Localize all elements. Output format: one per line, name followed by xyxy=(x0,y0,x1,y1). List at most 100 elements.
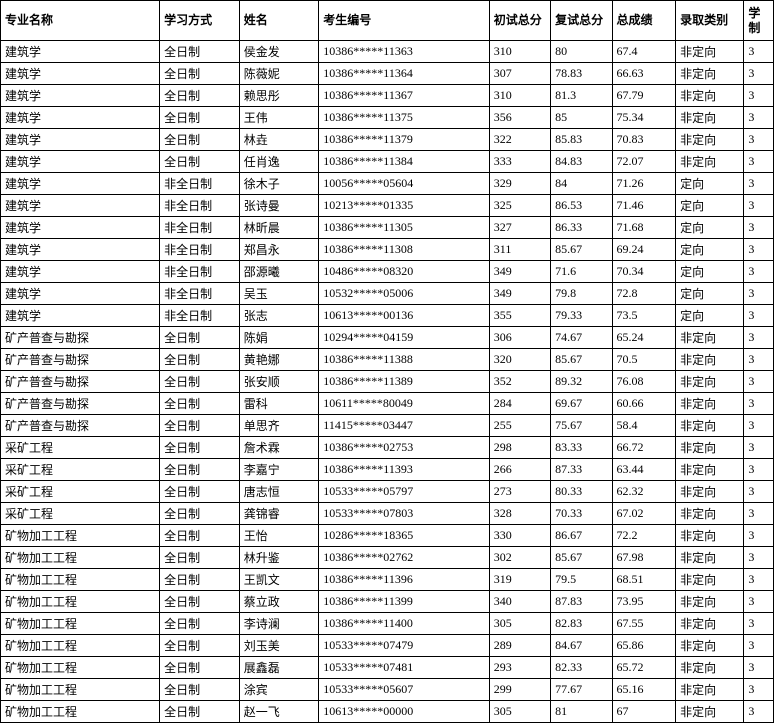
table-cell: 建筑学 xyxy=(1,151,160,173)
table-cell: 266 xyxy=(489,459,550,481)
table-cell: 定向 xyxy=(676,305,744,327)
table-cell: 310 xyxy=(489,41,550,63)
table-cell: 展鑫磊 xyxy=(239,657,319,679)
table-cell: 3 xyxy=(744,327,774,349)
table-cell: 非定向 xyxy=(676,569,744,591)
table-row: 建筑学全日制陈薇妮10386*****1136430778.8366.63非定向… xyxy=(1,63,774,85)
table-cell: 89.32 xyxy=(551,371,612,393)
table-row: 建筑学全日制赖思彤10386*****1136731081.367.79非定向3 xyxy=(1,85,774,107)
table-cell: 定向 xyxy=(676,283,744,305)
table-cell: 3 xyxy=(744,283,774,305)
table-cell: 全日制 xyxy=(160,327,240,349)
table-cell: 298 xyxy=(489,437,550,459)
table-cell: 85.67 xyxy=(551,349,612,371)
table-cell: 赵一飞 xyxy=(239,701,319,723)
table-cell: 3 xyxy=(744,701,774,723)
table-cell: 70.34 xyxy=(612,261,676,283)
table-cell: 81 xyxy=(551,701,612,723)
table-cell: 矿物加工工程 xyxy=(1,547,160,569)
table-cell: 71.46 xyxy=(612,195,676,217)
table-cell: 矿物加工工程 xyxy=(1,701,160,723)
table-cell: 307 xyxy=(489,63,550,85)
table-cell: 80.33 xyxy=(551,481,612,503)
table-cell: 10286*****18365 xyxy=(319,525,490,547)
table-cell: 3 xyxy=(744,217,774,239)
table-cell: 非全日制 xyxy=(160,173,240,195)
table-cell: 82.83 xyxy=(551,613,612,635)
table-cell: 非定向 xyxy=(676,393,744,415)
table-cell: 全日制 xyxy=(160,371,240,393)
table-cell: 王怡 xyxy=(239,525,319,547)
table-cell: 10533*****05607 xyxy=(319,679,490,701)
table-row: 建筑学全日制林垚10386*****1137932285.8370.83非定向3 xyxy=(1,129,774,151)
table-row: 矿产普查与勘探全日制陈娟10294*****0415930674.6765.24… xyxy=(1,327,774,349)
table-cell: 71.26 xyxy=(612,173,676,195)
table-cell: 矿产普查与勘探 xyxy=(1,327,160,349)
table-cell: 289 xyxy=(489,635,550,657)
col-header-total-score: 总成绩 xyxy=(612,1,676,41)
table-cell: 定向 xyxy=(676,261,744,283)
table-row: 矿物加工工程全日制王怡10286*****1836533086.6772.2非定… xyxy=(1,525,774,547)
table-cell: 10386*****02753 xyxy=(319,437,490,459)
table-cell: 11415*****03447 xyxy=(319,415,490,437)
table-cell: 非定向 xyxy=(676,525,744,547)
table-cell: 10386*****11305 xyxy=(319,217,490,239)
col-header-years: 学制 xyxy=(744,1,774,41)
table-cell: 69.24 xyxy=(612,239,676,261)
table-cell: 吴玉 xyxy=(239,283,319,305)
table-cell: 67 xyxy=(612,701,676,723)
table-cell: 采矿工程 xyxy=(1,503,160,525)
table-cell: 全日制 xyxy=(160,151,240,173)
table-cell: 84.83 xyxy=(551,151,612,173)
table-cell: 67.02 xyxy=(612,503,676,525)
table-cell: 非定向 xyxy=(676,503,744,525)
table-cell: 319 xyxy=(489,569,550,591)
header-row: 专业名称 学习方式 姓名 考生编号 初试总分 复试总分 总成绩 录取类别 学制 xyxy=(1,1,774,41)
table-cell: 86.53 xyxy=(551,195,612,217)
table-cell: 79.8 xyxy=(551,283,612,305)
table-cell: 龚锦睿 xyxy=(239,503,319,525)
table-cell: 85.83 xyxy=(551,129,612,151)
table-cell: 10386*****11363 xyxy=(319,41,490,63)
table-cell: 张志 xyxy=(239,305,319,327)
table-cell: 3 xyxy=(744,503,774,525)
table-cell: 徐木子 xyxy=(239,173,319,195)
table-cell: 林升鉴 xyxy=(239,547,319,569)
table-cell: 非定向 xyxy=(676,701,744,723)
table-cell: 10386*****11375 xyxy=(319,107,490,129)
table-cell: 10294*****04159 xyxy=(319,327,490,349)
table-cell: 矿产普查与勘探 xyxy=(1,393,160,415)
table-cell: 80 xyxy=(551,41,612,63)
table-cell: 陈薇妮 xyxy=(239,63,319,85)
table-row: 采矿工程全日制李嘉宁10386*****1139326687.3363.44非定… xyxy=(1,459,774,481)
table-row: 建筑学全日制侯金发10386*****113633108067.4非定向3 xyxy=(1,41,774,63)
table-cell: 75.67 xyxy=(551,415,612,437)
table-cell: 70.5 xyxy=(612,349,676,371)
table-cell: 赖思彤 xyxy=(239,85,319,107)
table-cell: 全日制 xyxy=(160,459,240,481)
table-cell: 矿物加工工程 xyxy=(1,569,160,591)
table-cell: 79.5 xyxy=(551,569,612,591)
table-cell: 矿物加工工程 xyxy=(1,635,160,657)
table-cell: 李诗澜 xyxy=(239,613,319,635)
table-cell: 311 xyxy=(489,239,550,261)
table-cell: 非全日制 xyxy=(160,195,240,217)
table-cell: 322 xyxy=(489,129,550,151)
table-cell: 全日制 xyxy=(160,129,240,151)
table-cell: 建筑学 xyxy=(1,173,160,195)
table-cell: 73.5 xyxy=(612,305,676,327)
table-cell: 273 xyxy=(489,481,550,503)
table-cell: 3 xyxy=(744,63,774,85)
table-row: 建筑学全日制任肖逸10386*****1138433384.8372.07非定向… xyxy=(1,151,774,173)
table-cell: 330 xyxy=(489,525,550,547)
table-cell: 矿物加工工程 xyxy=(1,679,160,701)
table-cell: 矿产普查与勘探 xyxy=(1,371,160,393)
table-cell: 10611*****80049 xyxy=(319,393,490,415)
table-cell: 刘玉美 xyxy=(239,635,319,657)
col-header-admit-type: 录取类别 xyxy=(676,1,744,41)
table-cell: 71.68 xyxy=(612,217,676,239)
table-cell: 76.08 xyxy=(612,371,676,393)
table-cell: 侯金发 xyxy=(239,41,319,63)
table-row: 建筑学非全日制邵源曦10486*****0832034971.670.34定向3 xyxy=(1,261,774,283)
table-cell: 全日制 xyxy=(160,415,240,437)
